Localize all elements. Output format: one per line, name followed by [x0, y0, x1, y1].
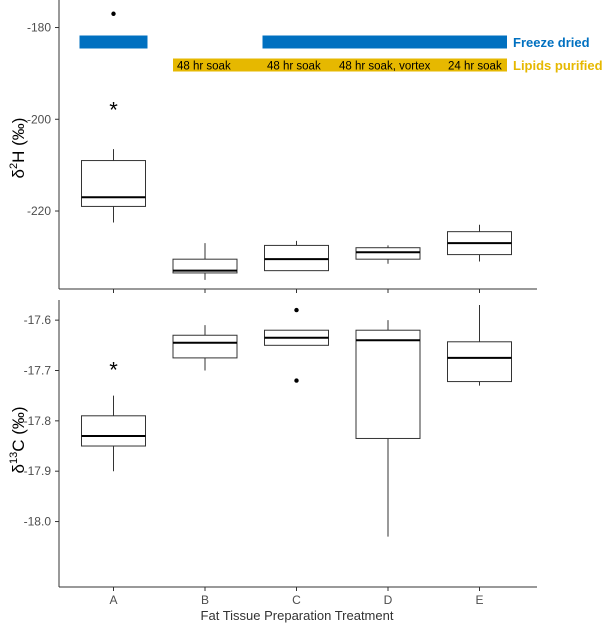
panel-hydrogen: δ2H (‰) -180 -200 -220 * 48 hr soak 48 hr soa… [8, 0, 603, 290]
box [355, 247, 421, 260]
y-tick-label: -180 [27, 21, 51, 35]
box [172, 334, 238, 359]
panel-carbon: δ13C (‰) -17.6 -17.7 -17.8 -17.9 -18.0 * [8, 300, 537, 588]
box [172, 258, 238, 274]
y-axis-label-carbon: δ13C (‰) [8, 406, 28, 473]
y-label-superscript: 13 [8, 452, 20, 464]
soak-label: 48 hr soak, vortex [339, 61, 431, 73]
soak-label: 48 hr soak [267, 61, 321, 73]
outlier-point [294, 307, 299, 313]
y-tick-label: -17.9 [24, 464, 52, 478]
y-label-suffix: H (‰) [9, 118, 28, 163]
x-tick-label: B [201, 593, 209, 607]
y-tick-label: -18.0 [24, 515, 52, 529]
significance-asterisk: * [109, 357, 118, 382]
box [81, 415, 146, 447]
outlier-point [294, 378, 299, 383]
soak-label: 24 hr soak [448, 61, 502, 73]
x-axis: A B C D E [109, 289, 484, 607]
x-axis-title: Fat Tissue Preparation Treatment [201, 608, 394, 623]
y-label-prefix: δ [9, 464, 28, 473]
y-axis-label-hydrogen: δ2H (‰) [8, 118, 28, 179]
y-tick-label: -200 [27, 112, 51, 126]
y-label-suffix: C (‰) [9, 406, 28, 451]
y-label-prefix: δ [9, 169, 28, 178]
y-label-superscript: 2 [8, 163, 20, 169]
x-tick-label: A [109, 593, 117, 607]
y-tick-label: -17.7 [24, 363, 52, 377]
x-tick-label: D [384, 593, 393, 607]
box [447, 341, 512, 383]
soak-label: 48 hr soak [177, 61, 231, 73]
treatment-legend-label: Freeze dried [513, 35, 590, 50]
treatment-legend-label: Lipids purified [513, 58, 603, 73]
x-tick-label: E [475, 593, 483, 607]
freeze-dried-bar [262, 35, 507, 49]
y-tick-label: -17.6 [24, 313, 52, 327]
x-tick-label: C [292, 593, 301, 607]
lipids-purified-bar [173, 58, 507, 72]
outlier-point [111, 11, 116, 16]
significance-asterisk: * [109, 98, 118, 123]
box [355, 329, 421, 439]
freeze-dried-bar [79, 35, 148, 49]
box [81, 160, 146, 207]
box [264, 244, 329, 272]
y-tick-label: -17.8 [24, 414, 52, 428]
y-tick-label: -220 [27, 204, 51, 218]
